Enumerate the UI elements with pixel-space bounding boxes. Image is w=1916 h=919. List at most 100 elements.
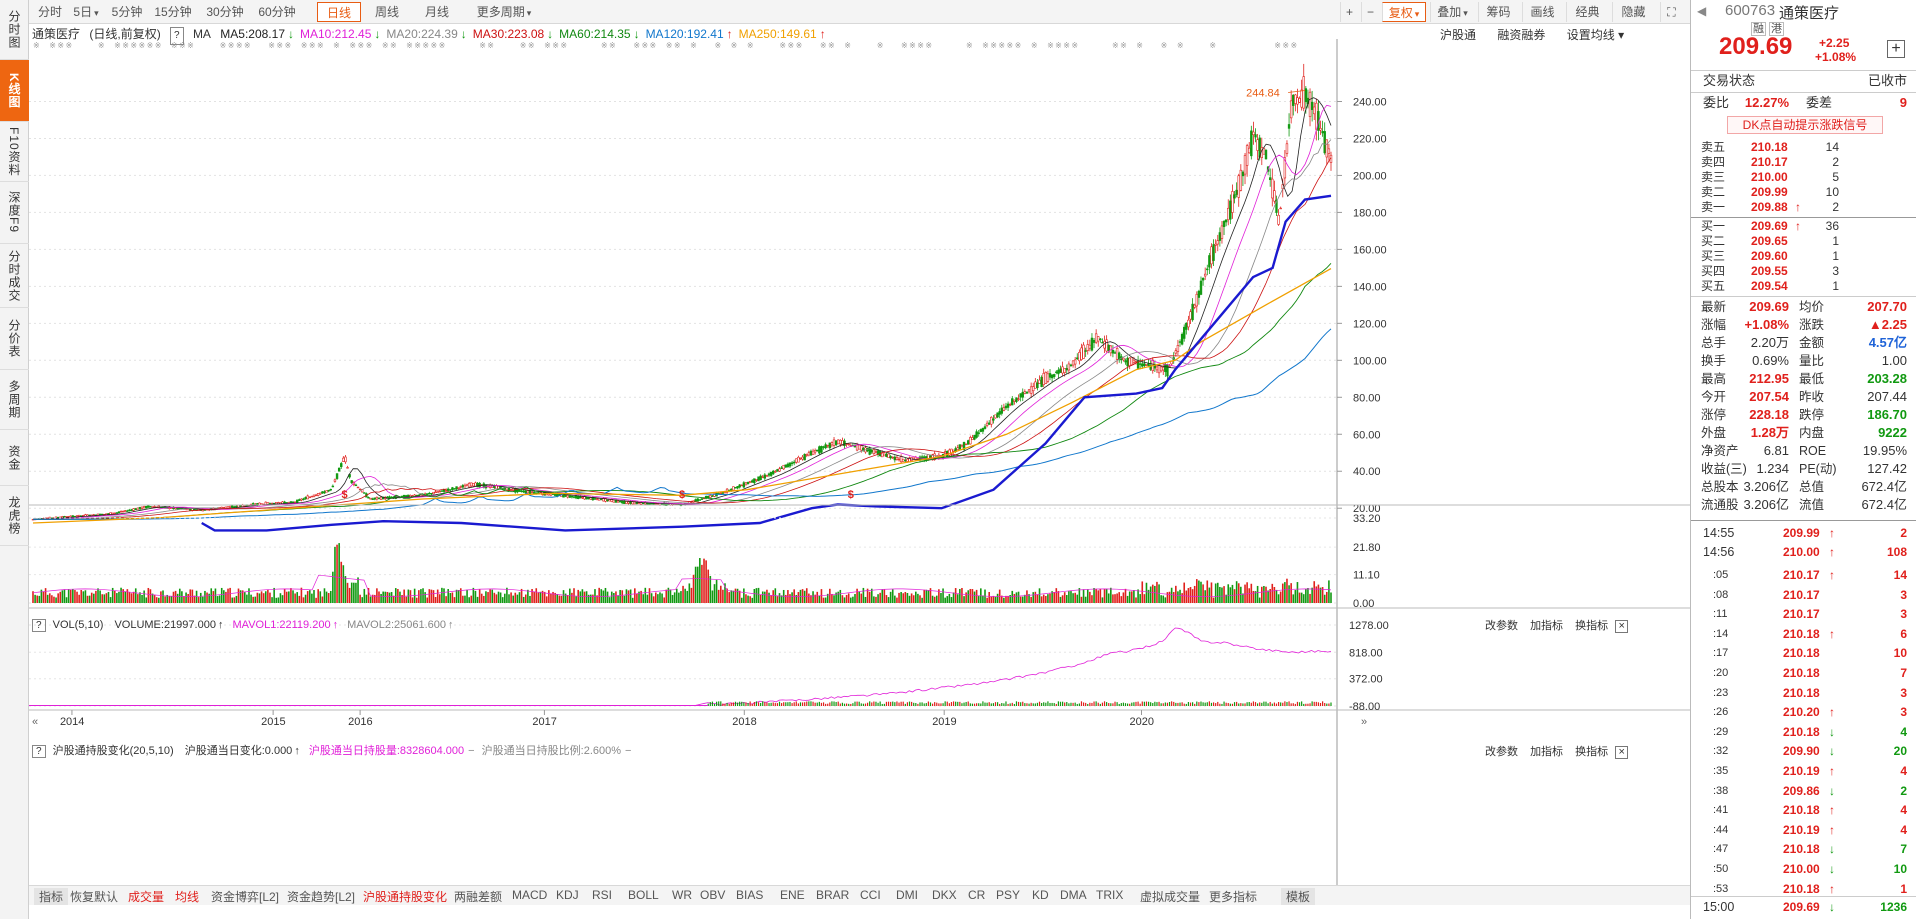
period-tab-5[interactable]: 60分钟 [253, 2, 301, 22]
sidebar-item-4[interactable]: 分时成交 [0, 244, 29, 308]
edit-params-button[interactable]: 改参数 [1485, 620, 1518, 632]
orderbook-volume: 10 [1825, 185, 1839, 199]
period-tab-8[interactable]: 月线 [415, 2, 459, 22]
toolbar-right-4[interactable]: 筹码 [1478, 2, 1518, 22]
indicator-tab-16[interactable]: BRAR [816, 888, 850, 902]
indicator-tab-6[interactable]: 沪股通持股变化 [363, 890, 448, 904]
indicator-tab-8[interactable]: MACD [512, 888, 548, 902]
link-hugutong[interactable]: 沪股通 [1440, 28, 1477, 42]
indicator-tab-7[interactable]: 两融差额 [454, 890, 503, 904]
add-indicator-button[interactable]: 加指标 [1530, 620, 1564, 632]
indicator-tab-14[interactable]: BIAS [736, 888, 764, 902]
indicator-tab-15[interactable]: ENE [780, 888, 805, 902]
orderbook-buys-row: 买五 209.54 1 [1691, 279, 1916, 294]
chevron-down-icon[interactable]: ▾ [1614, 28, 1625, 42]
period-tab-label: 5日 [73, 5, 93, 19]
indicator-tab-23[interactable]: DMA [1060, 888, 1087, 902]
period-tab-9[interactable]: 更多周期 ▾ [469, 2, 539, 22]
edit-params-button[interactable]: 改参数 [1485, 746, 1518, 758]
add-watchlist-icon[interactable]: + [1887, 40, 1905, 58]
add-indicator-button[interactable]: 加指标 [1530, 746, 1564, 758]
x-axis-label: 2020 [1129, 716, 1153, 728]
arrow-up-icon: ↑ [1795, 219, 1801, 233]
toolbar-right-5[interactable]: 画线 [1522, 2, 1562, 22]
indicator-tab-24[interactable]: TRIX [1096, 888, 1124, 902]
close-icon[interactable]: × [1615, 746, 1629, 759]
switch-indicator-button[interactable]: 换指标 [1575, 746, 1609, 758]
close-icon[interactable]: × [1615, 620, 1629, 633]
indicator-tab-19[interactable]: DKX [932, 888, 957, 902]
indicator-tab-13[interactable]: OBV [700, 888, 726, 902]
scroll-right-icon[interactable]: » [1361, 716, 1367, 728]
indicator-tab-21[interactable]: PSY [996, 888, 1021, 902]
indicator-tab-3[interactable]: 均线 [175, 890, 200, 904]
period-tab-4[interactable]: 30分钟 [201, 2, 249, 22]
tick-time: 14:56 [1703, 545, 1735, 559]
indicator-tab-17[interactable]: CCI [860, 888, 881, 902]
tick-row: :17 210.18 10 [1691, 644, 1916, 663]
indicator-tab-26[interactable]: 更多指标 [1209, 890, 1258, 904]
stat-row: 流通股 3.206亿 流值 672.4亿 [1691, 496, 1916, 514]
svg-text:※: ※ [187, 41, 194, 50]
orderbook-price: 210.00 [1751, 170, 1788, 184]
period-tab-6[interactable]: 日线 [317, 2, 361, 22]
indicator-tab-12[interactable]: WR [672, 888, 692, 902]
toolbar-right-1[interactable]: − [1361, 2, 1379, 22]
indicator-tab-11[interactable]: BOLL [628, 888, 659, 902]
period-tab-0[interactable]: 分时 [33, 2, 67, 22]
indicator-tab-0[interactable]: 指标 [34, 888, 69, 905]
sidebar-item-0[interactable]: 分时图 [0, 0, 29, 60]
indicator-tab-20[interactable]: CR [968, 888, 986, 902]
toolbar-right-3[interactable]: 叠加 ▾ [1430, 2, 1474, 22]
indicator-tab-22[interactable]: KD [1032, 888, 1049, 902]
toolbar-right-7[interactable]: 隐藏 [1612, 2, 1654, 22]
arrow-down-icon: ↓ [633, 27, 640, 41]
indicator-tab-4[interactable]: 资金博弈[L2] [211, 890, 280, 904]
indicator-tab-1[interactable]: 恢复默认 [70, 890, 119, 904]
sidebar-item-6[interactable]: 多周期 [0, 370, 29, 430]
kline-chart[interactable]: 240.00 220.00 200.00 180.00 160.00 140.00 120.… [29, 25, 1690, 905]
sidebar-item-3[interactable]: 深度F9 [0, 182, 29, 244]
stat-row: 收益(三) 1.234 PE(动) 127.42 [1691, 460, 1916, 478]
indicator-tab-5[interactable]: 资金趋势[L2] [287, 890, 356, 904]
sidebar-item-1[interactable]: K线图 [0, 60, 29, 122]
link-ma-settings[interactable]: 设置均线 [1566, 28, 1615, 42]
period-tab-2[interactable]: 5分钟 [107, 2, 147, 22]
svg-text:※: ※ [1161, 41, 1168, 50]
vol-axis-label: 0.00 [1353, 598, 1374, 610]
link-margin[interactable]: 融资融券 [1497, 28, 1546, 42]
tick-volume: 14 [1893, 568, 1907, 582]
stat-label: 昨收 [1799, 390, 1825, 404]
price-axis-label: 140.00 [1353, 281, 1387, 293]
stat-value: 1.234 [1756, 461, 1789, 476]
ma-value: MA30:223.08 [472, 27, 545, 41]
toolbar-right-6[interactable]: 经典 [1566, 2, 1608, 22]
period-tab-1[interactable]: 5日 ▾ [69, 2, 103, 22]
svg-text:※: ※ [820, 41, 827, 50]
svg-text:※: ※ [439, 41, 446, 50]
sidebar-item-7[interactable]: 资金 [0, 430, 29, 486]
sidebar-item-2[interactable]: F10资料 [0, 122, 29, 182]
arrow-down-icon: ↓ [1829, 724, 1835, 739]
sidebar-item-8[interactable]: 龙虎榜 [0, 486, 29, 546]
help-icon[interactable]: ? [32, 745, 46, 758]
toolbar-right-2[interactable]: 复权 ▾ [1382, 2, 1426, 22]
period-tab-7[interactable]: 周线 [365, 2, 409, 22]
indicator-tab-2[interactable]: 成交量 [128, 890, 165, 904]
sidebar-item-5[interactable]: 分价表 [0, 308, 29, 370]
collapse-arrow-icon[interactable]: ◀ [1697, 4, 1707, 18]
indicator-tab-27[interactable]: 模板 [1281, 888, 1316, 905]
fullscreen-icon[interactable]: ⛶ [1660, 2, 1682, 22]
dk-signal-link[interactable]: DK点自动提示涨跌信号 [1727, 116, 1883, 134]
indicator-tab-10[interactable]: RSI [592, 888, 613, 902]
switch-indicator-button[interactable]: 换指标 [1575, 620, 1609, 632]
indicator-tab-9[interactable]: KDJ [556, 888, 579, 902]
help-icon[interactable]: ? [32, 619, 46, 632]
indicator-tab-18[interactable]: DMI [896, 888, 918, 902]
toolbar-right-0[interactable]: + [1340, 2, 1358, 22]
indicator-tab-25[interactable]: 虚拟成交量 [1140, 890, 1201, 904]
help-icon[interactable]: ? [170, 27, 184, 45]
scroll-left-icon[interactable]: « [32, 716, 38, 728]
period-tab-3[interactable]: 15分钟 [149, 2, 197, 22]
tick-time: :23 [1713, 686, 1729, 699]
